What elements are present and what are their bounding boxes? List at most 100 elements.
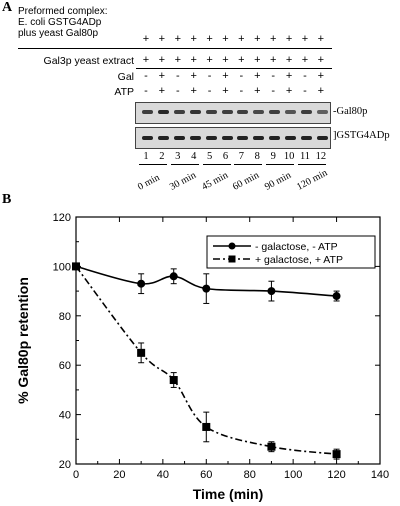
lane-number-5: 5 (206, 151, 213, 162)
extract-sign-lane-11: + (301, 54, 309, 66)
legend-label-2: + galactose, + ATP (255, 254, 343, 266)
gal-sign-lane-8: + (254, 70, 261, 82)
lane-number-10: 10 (283, 151, 295, 162)
atp-sign-lane-9: - (271, 85, 276, 97)
gal80p-band-lane-12 (316, 110, 328, 114)
y-tick-label-20: 20 (59, 459, 71, 471)
legend-label-1: - galactose, - ATP (255, 241, 338, 253)
time-underline-2 (170, 164, 199, 165)
extract-sign-lane-1: + (142, 54, 150, 66)
extract-sign-lane-2: + (158, 54, 166, 66)
gal80p-label: -Gal80p (333, 106, 368, 117)
gal-sign-lane-2: + (158, 70, 166, 82)
series-2-point-3 (169, 376, 178, 385)
extract-sign-lane-4: + (190, 54, 197, 66)
gstg4adp-band-lane-12 (316, 136, 328, 140)
header-divider (18, 48, 332, 49)
atp-sign-lane-7: - (239, 85, 244, 97)
lane-number-12: 12 (315, 151, 327, 162)
time-underline-3 (202, 164, 231, 165)
gal80p-band-lane-1 (142, 110, 153, 114)
complex-sign-lane-8: + (254, 33, 261, 45)
gal-sign-lane-10: + (285, 70, 293, 82)
complex-header-line-2: E. coli GSTG4ADp (18, 17, 102, 28)
series-2-point-6 (332, 450, 341, 459)
gal80p-band-lane-6 (221, 110, 233, 114)
panel-a-letter: A (2, 0, 13, 15)
y-tick-label-40: 40 (59, 410, 71, 422)
gstg4adp-blot (135, 127, 331, 149)
complex-sign-lane-5: + (206, 33, 213, 45)
series-2-point-2 (137, 348, 146, 357)
gstg4adp-band-lane-5 (205, 136, 217, 140)
atp-sign-lane-12: + (317, 85, 325, 97)
complex-sign-lane-3: + (174, 33, 182, 45)
gal80p-band-lane-9 (269, 110, 281, 114)
gal80p-band-lane-10 (285, 110, 297, 114)
complex-sign-lane-9: + (269, 33, 277, 45)
atp-sign-lane-8: + (254, 85, 261, 97)
time-underline-5 (266, 164, 295, 165)
complex-sign-lane-4: + (190, 33, 197, 45)
x-tick-label-60: 60 (200, 469, 212, 481)
complex-sign-lane-11: + (301, 33, 309, 45)
gstg4adp-band-lane-4 (189, 136, 201, 140)
gal-sign-lane-7: - (239, 70, 244, 82)
gstg4adp-band-lane-11 (301, 136, 312, 140)
y-axis-label: % Gal80p retention (15, 277, 31, 404)
extract-sign-lane-6: + (222, 54, 229, 66)
gal80p-band-lane-2 (157, 110, 169, 114)
gal80p-blot (135, 102, 331, 124)
gal-sign-lane-6: + (222, 70, 229, 82)
series-2-point-1 (72, 262, 80, 271)
series-2-point-5 (267, 442, 276, 451)
lane-number-8: 8 (254, 151, 260, 162)
x-tick-label-40: 40 (157, 469, 169, 481)
row-label-gal: Gal (117, 71, 134, 83)
gal-sign-lane-11: - (303, 70, 307, 82)
extract-sign-lane-9: + (269, 54, 277, 66)
gal80p-band-lane-11 (301, 110, 312, 114)
x-tick-label-20: 20 (113, 469, 125, 481)
gstg4adp-band-lane-2 (157, 136, 169, 140)
gal-sign-lane-3: - (175, 70, 180, 82)
lane-number-3: 3 (175, 151, 181, 162)
gal-sign-lane-1: - (144, 70, 148, 82)
series-2-point-4 (202, 422, 211, 431)
gal80p-label-text: Gal80p (336, 106, 368, 117)
time-underline-4 (234, 164, 263, 165)
series-2-line (75, 265, 337, 455)
extract-divider (136, 68, 332, 69)
lane-number-6: 6 (222, 151, 229, 162)
time-underline-6 (298, 164, 326, 165)
extract-sign-lane-7: + (238, 54, 245, 66)
complex-header-line-3: plus yeast Gal80p (18, 28, 99, 39)
row-label-extract: Gal3p yeast extract (43, 55, 134, 67)
extract-sign-lane-3: + (174, 54, 182, 66)
x-axis-label: Time (min) (193, 486, 264, 502)
gal80p-band-lane-5 (205, 110, 217, 114)
gal-sign-lane-4: + (190, 70, 197, 82)
row-label-atp: ATP (114, 86, 134, 98)
extract-sign-lane-12: + (317, 54, 325, 66)
atp-sign-lane-6: + (222, 85, 229, 97)
gstg4adp-band-lane-3 (173, 136, 185, 140)
gstg4adp-band-lane-8 (253, 136, 265, 140)
y-tick-label-60: 60 (59, 360, 71, 372)
extract-sign-lane-8: + (254, 54, 261, 66)
complex-sign-lane-6: + (222, 33, 229, 45)
complex-sign-lane-12: + (317, 33, 325, 45)
panel-b-letter: B (2, 192, 12, 207)
gal80p-band-lane-4 (189, 110, 201, 114)
atp-sign-lane-10: + (285, 85, 293, 97)
lane-number-9: 9 (270, 151, 276, 162)
gal-sign-lane-5: - (207, 70, 212, 82)
complex-sign-lane-2: + (158, 33, 166, 45)
atp-sign-lane-1: - (144, 85, 148, 97)
y-tick-label-120: 120 (53, 212, 71, 224)
gal80p-band-lane-7 (237, 110, 249, 114)
gstg4adp-label-text: GSTG4ADp (336, 130, 390, 141)
legend-marker-2 (228, 255, 236, 263)
legend-marker-1 (228, 242, 236, 250)
series-1-point-3 (169, 272, 178, 281)
